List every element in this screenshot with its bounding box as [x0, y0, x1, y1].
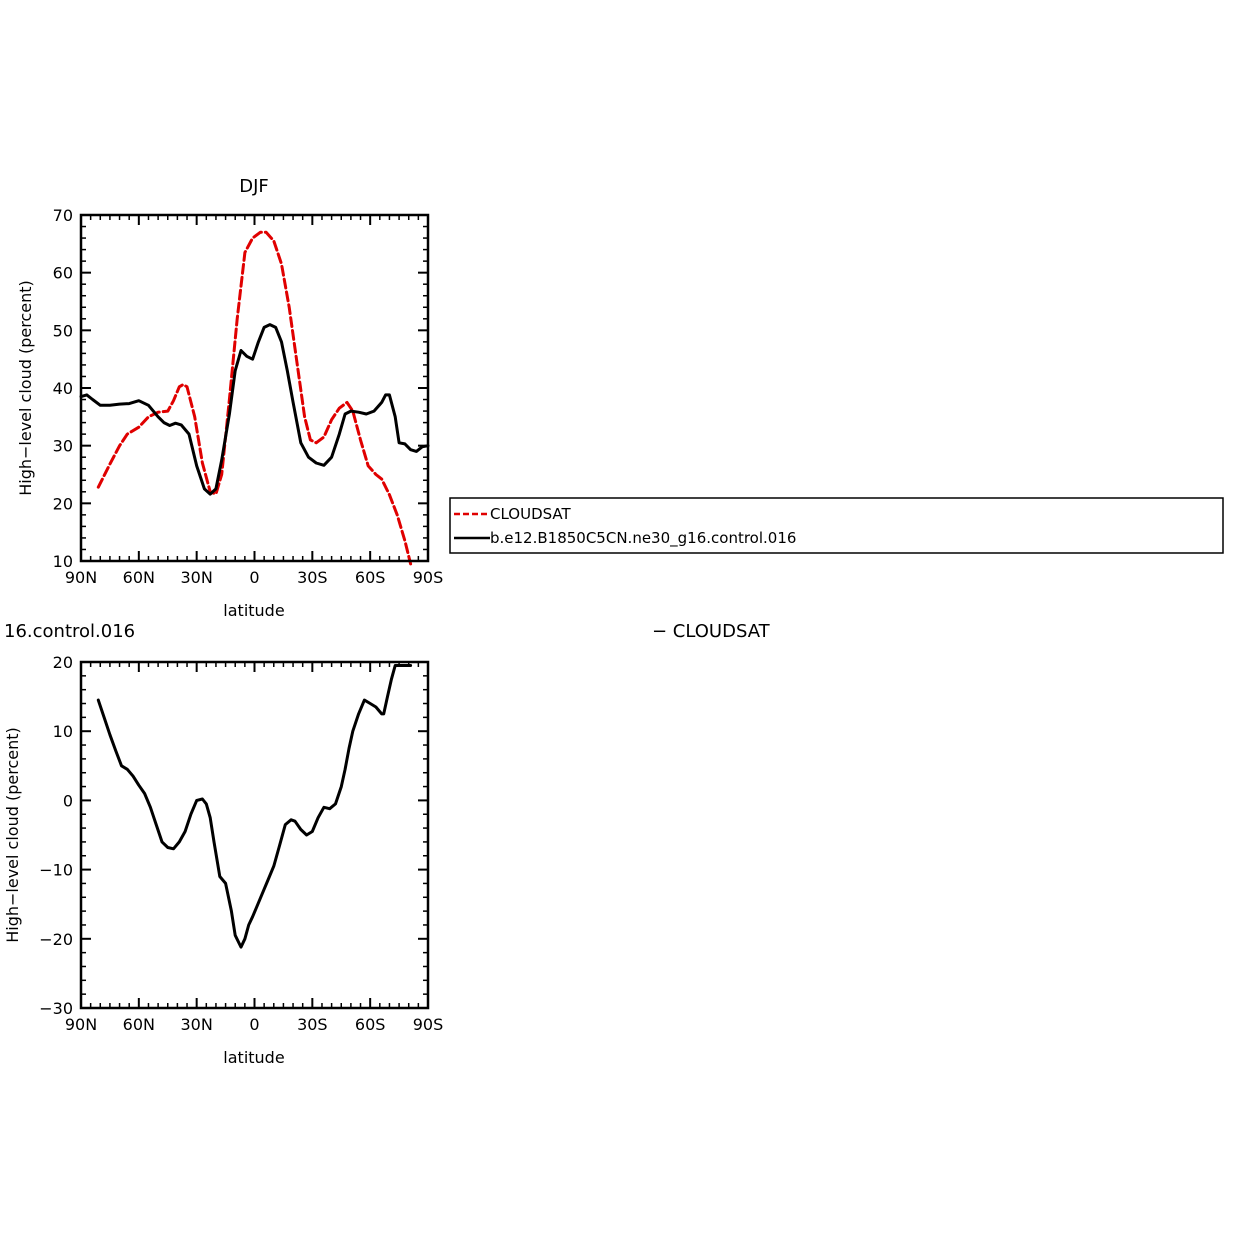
bottom-x-tick-label: 90S [413, 1015, 444, 1034]
top-plot-frame [79, 213, 430, 563]
top-y-tick-label: 30 [53, 437, 73, 456]
bottom-panel-right-title: − CLOUDSAT [652, 621, 771, 642]
bottom-y-axis-title: High−level cloud (percent) [3, 727, 22, 943]
top-series-line-model [79, 323, 430, 496]
bottom-panel: 16.control.016 − CLOUDSAT 90N 60N 30N 0 30S 6… [3, 621, 771, 1067]
bottom-y-tick-label: 0 [63, 791, 73, 810]
top-y-tick-label: 40 [53, 379, 73, 398]
top-y-tick-label: 50 [53, 321, 73, 340]
top-x-tick-label: 60S [355, 568, 386, 587]
top-x-tick-label: 30S [297, 568, 328, 587]
top-panel-title: DJF [239, 176, 269, 197]
bottom-x-tick-label: 60N [123, 1015, 155, 1034]
bottom-x-tick-label: 60S [355, 1015, 386, 1034]
top-plot-area: 90N 60N 30N 0 30S 60S 90S 10 20 30 40 50 60 70 [53, 206, 444, 587]
legend-box [449, 497, 1224, 554]
legend: CLOUDSAT b.e12.B1850C5CN.ne30_g16.contro… [449, 497, 1224, 554]
top-x-axis-title: latitude [223, 601, 284, 620]
bottom-y-tick-label: 10 [53, 722, 73, 741]
top-series-line-cloudsat [96, 230, 413, 566]
top-x-tick-label: 30N [181, 568, 213, 587]
top-y-axis-title: High−level cloud (percent) [16, 280, 35, 496]
legend-label-cloudsat: CLOUDSAT [490, 505, 572, 523]
bottom-plot-area: 90N 60N 30N 0 30S 60S 90S −30 −20 −10 0 10 20 [39, 653, 443, 1034]
bottom-x-tick-label: 30N [181, 1015, 213, 1034]
bottom-x-tick-label: 30S [297, 1015, 328, 1034]
top-y-tick-label: 10 [53, 552, 73, 571]
bottom-y-tick-label: −10 [39, 861, 73, 880]
legend-label-model: b.e12.B1850C5CN.ne30_g16.control.016 [490, 529, 796, 548]
top-y-tick-label: 60 [53, 264, 73, 283]
bottom-series-line-difference [96, 664, 413, 949]
top-x-tick-label: 90S [413, 568, 444, 587]
bottom-y-tick-label: −30 [39, 999, 73, 1018]
bottom-panel-title: 16.control.016 [4, 621, 135, 642]
top-x-tick-label: 0 [249, 568, 259, 587]
bottom-x-tick-label: 90N [65, 1015, 97, 1034]
top-panel: DJF 90N 60N 30N 0 30S 60S 90S 10 20 30 40 50 60 70 la… [16, 176, 443, 620]
bottom-x-tick-label: 0 [249, 1015, 259, 1034]
bottom-y-tick-label: 20 [53, 653, 73, 672]
bottom-x-axis-title: latitude [223, 1048, 284, 1067]
top-x-tick-label: 60N [123, 568, 155, 587]
bottom-plot-frame [79, 660, 430, 1010]
top-y-tick-label: 20 [53, 494, 73, 513]
top-x-tick-label: 90N [65, 568, 97, 587]
bottom-y-tick-label: −20 [39, 930, 73, 949]
top-y-tick-label: 70 [53, 206, 73, 225]
